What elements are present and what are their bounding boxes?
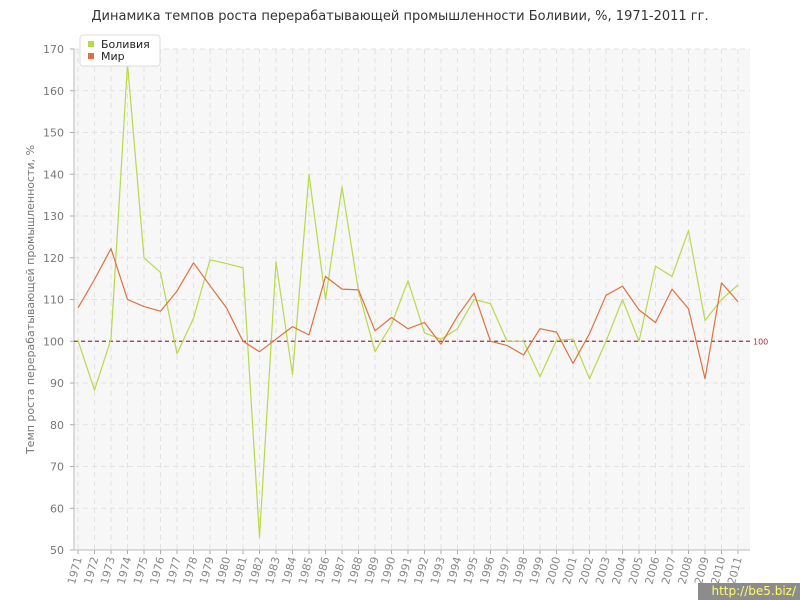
- series-group: [77, 62, 739, 539]
- reference-line-label: 100: [753, 337, 768, 346]
- grid: [74, 48, 750, 551]
- chart-title: Динамика темпов роста перерабатывающей п…: [91, 9, 709, 24]
- tick-label-y: 70: [50, 461, 64, 474]
- legend-label: Мир: [101, 50, 125, 63]
- tick-label-y: 60: [50, 502, 64, 515]
- legend-box: [79, 34, 161, 67]
- tick-label-y: 160: [43, 85, 64, 98]
- legend-swatch: [88, 53, 94, 59]
- series-line-world: [77, 248, 739, 380]
- legend-swatch: [88, 41, 94, 47]
- tick-label-y: 150: [43, 127, 64, 140]
- legend-label: Боливия: [101, 38, 150, 51]
- series-line-bolivia: [77, 62, 739, 539]
- tick-label-y: 80: [50, 419, 64, 432]
- reference-line-group: 100: [74, 337, 768, 346]
- tick-label-y: 170: [43, 43, 64, 56]
- y-axis-label: Темп роста перерабатывающей промышленнос…: [24, 145, 37, 455]
- watermark: http://be5.biz/: [698, 583, 800, 600]
- tick-label-y: 50: [50, 544, 64, 557]
- tick-label-y: 130: [43, 210, 64, 223]
- tick-label-y: 100: [43, 335, 64, 348]
- tick-label-y: 120: [43, 252, 64, 265]
- tick-label-y: 90: [50, 377, 64, 390]
- tick-label-y: 140: [43, 168, 64, 181]
- tick-label-y: 110: [43, 294, 64, 307]
